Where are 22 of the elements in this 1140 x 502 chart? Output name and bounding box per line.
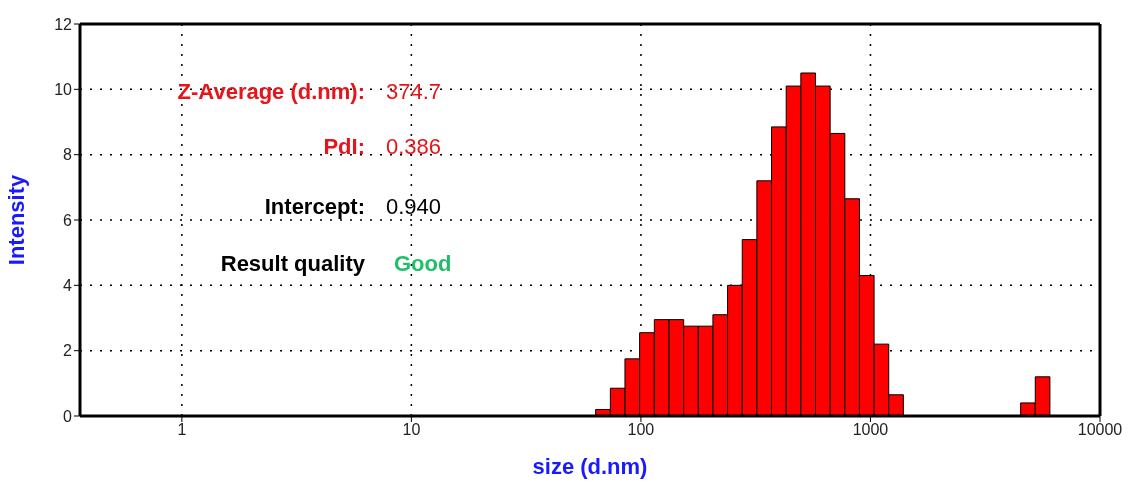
y-tick-label: 8 [63, 146, 73, 164]
y-tick-label: 10 [54, 81, 73, 99]
annotation: 0.940 [386, 194, 442, 220]
y-tick-label: 12 [54, 15, 73, 33]
annotation: 374.7 [386, 79, 442, 105]
x-tick-label: 10 [402, 421, 421, 439]
x-tick-label: 1 [177, 421, 187, 439]
y-tick-label: 6 [63, 211, 73, 229]
annotation: Result quality [220, 251, 365, 277]
annotation: PdI: [323, 134, 365, 160]
annotation: Good [394, 251, 452, 277]
y-tick-label: 0 [63, 407, 73, 425]
y-axis-title: Intensity [3, 174, 29, 266]
annotation: Z-Average (d.nm): [177, 79, 365, 105]
x-tick-label: 1000 [852, 421, 889, 439]
y-tick-label: 2 [63, 342, 73, 360]
annotation: Intercept: [264, 194, 365, 220]
x-tick-label: 10000 [1077, 421, 1123, 439]
x-axis-title: size (d.nm) [532, 454, 648, 479]
y-tick-label: 4 [63, 277, 73, 295]
annotation: 0.386 [386, 134, 442, 160]
x-tick-label: 100 [627, 421, 655, 439]
